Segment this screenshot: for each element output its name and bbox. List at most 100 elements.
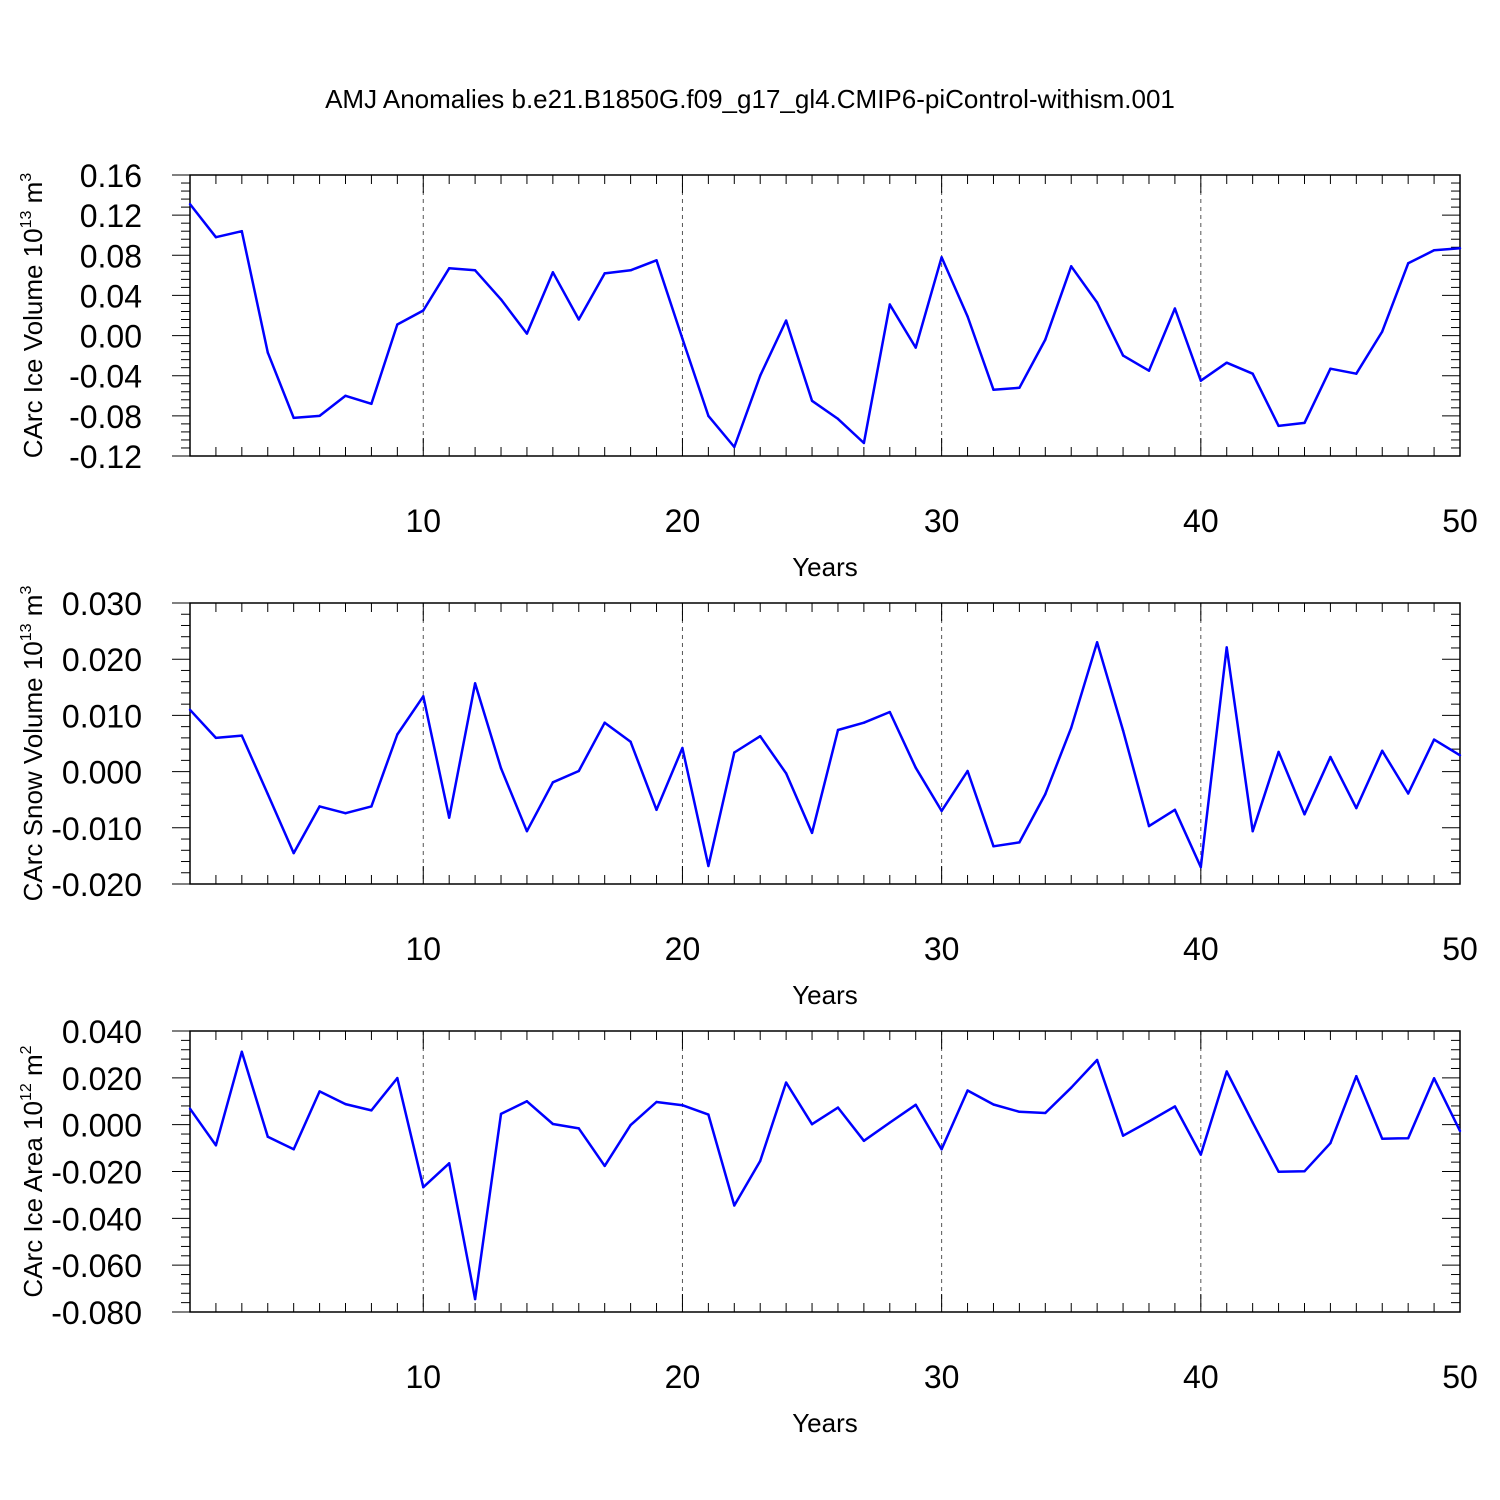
data-point (759, 1159, 762, 1163)
y-tick-label: 0.08 (80, 238, 142, 274)
data-point (1381, 749, 1384, 753)
data-point (1406, 262, 1410, 265)
data-point (292, 1148, 295, 1151)
data-point (1018, 386, 1021, 389)
data-point (292, 851, 295, 855)
data-point (1329, 1141, 1332, 1145)
data-point (1018, 841, 1021, 844)
data-point (447, 267, 451, 270)
data-point (396, 1076, 399, 1080)
data-point (1095, 641, 1099, 644)
data-point (836, 728, 840, 732)
x-tick-label: 40 (1183, 503, 1219, 539)
data-point (992, 1103, 995, 1106)
data-point (836, 417, 840, 421)
data-point (707, 1113, 710, 1116)
y-tick-label: 0.12 (80, 198, 142, 234)
data-point (551, 271, 555, 274)
data-point (1173, 307, 1177, 310)
data-point (888, 1121, 891, 1124)
data-point (1251, 829, 1254, 833)
data-point (525, 829, 529, 833)
data-point (370, 402, 373, 406)
y-tick-label: 0.020 (62, 1061, 142, 1097)
data-point (1458, 247, 1462, 250)
data-point (577, 769, 580, 773)
data-point (733, 1204, 736, 1207)
data-point (681, 746, 684, 750)
data-point (1173, 808, 1177, 812)
data-point (396, 733, 399, 736)
y-tick-label: -0.010 (51, 811, 142, 847)
y-tick-label: 0.000 (62, 755, 142, 791)
data-point (318, 805, 321, 808)
data-point (629, 269, 632, 272)
data-point (1406, 792, 1410, 795)
series-line (189, 641, 1461, 869)
data-point (1070, 1086, 1073, 1089)
data-point (1432, 1077, 1436, 1080)
x-tick-label: 20 (665, 931, 701, 967)
data-point (240, 1050, 244, 1054)
data-point (759, 374, 762, 377)
data-point (214, 236, 218, 239)
y-tick-label: 0.010 (62, 698, 142, 734)
data-point (655, 259, 658, 262)
data-point (888, 710, 891, 714)
data-point (1095, 301, 1099, 304)
data-point (266, 1135, 269, 1139)
data-point (992, 845, 995, 848)
x-tick-label: 30 (924, 1359, 960, 1395)
data-point (473, 1297, 477, 1301)
data-point (810, 1122, 814, 1126)
data-point (551, 781, 555, 784)
data-point (862, 1139, 866, 1143)
data-point (655, 1100, 658, 1104)
y-tick-label: -0.04 (69, 359, 142, 395)
data-point (1199, 865, 1203, 869)
data-point (1432, 738, 1436, 741)
data-point (603, 272, 606, 275)
data-point (655, 808, 658, 812)
data-point (810, 399, 814, 403)
data-point (1303, 1170, 1306, 1173)
data-point (1303, 421, 1306, 425)
data-point (940, 256, 943, 259)
data-point (733, 445, 736, 449)
data-point (940, 1148, 943, 1151)
data-point (1303, 813, 1306, 816)
data-point (473, 269, 477, 272)
x-axis-label: Years (792, 552, 858, 582)
data-point (551, 1122, 555, 1126)
y-tick-label: 0.040 (62, 1014, 142, 1050)
data-point (1121, 1134, 1125, 1137)
data-point (1251, 372, 1254, 375)
data-point (888, 303, 891, 306)
data-point (810, 831, 814, 835)
data-point (966, 315, 969, 318)
data-point (1329, 755, 1332, 759)
data-point (914, 766, 917, 769)
data-point (940, 809, 943, 813)
data-point (992, 388, 995, 391)
data-point (188, 708, 192, 711)
data-point (422, 695, 425, 698)
y-tick-label: 0.04 (80, 278, 142, 314)
data-point (447, 816, 451, 819)
data-point (1044, 1111, 1047, 1115)
data-point (1277, 424, 1280, 428)
data-point (1406, 1137, 1410, 1140)
data-point (784, 1081, 788, 1084)
data-point (240, 734, 244, 737)
x-tick-label: 50 (1442, 503, 1478, 539)
data-point (525, 1100, 529, 1103)
panel-3: 10 20 30 40 50 -0.080 -0.060 -0.040 -0.020 0.000 0… (18, 1014, 1478, 1438)
data-point (914, 1103, 917, 1106)
data-point (1121, 729, 1125, 732)
data-point (188, 1107, 192, 1110)
plot-frame (189, 1030, 1461, 1313)
data-point (344, 811, 347, 815)
data-point (214, 736, 218, 740)
data-point (1355, 806, 1358, 810)
data-point (759, 734, 762, 738)
